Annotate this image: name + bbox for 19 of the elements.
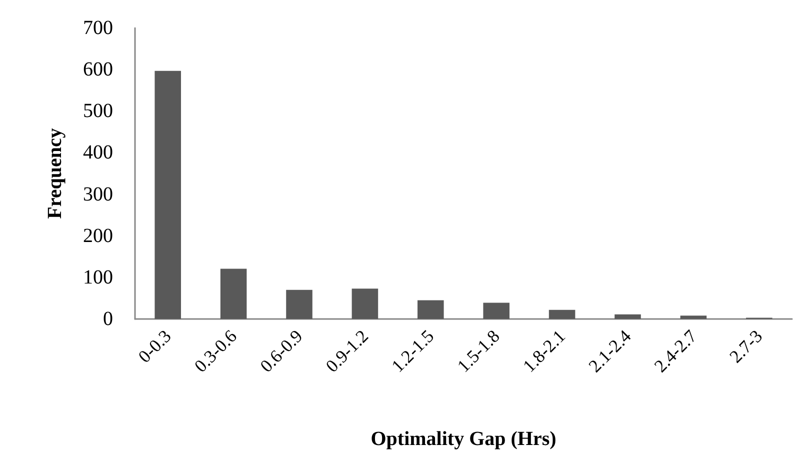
bar (614, 314, 641, 319)
bar (286, 290, 312, 319)
bar (548, 310, 576, 319)
x-axis-title: Optimality Gap (Hrs) (370, 428, 556, 450)
bar (483, 302, 510, 319)
bar (352, 288, 378, 319)
y-tick-label: 700 (83, 17, 113, 39)
bar (418, 300, 444, 319)
y-tick-label: 300 (83, 183, 113, 206)
y-tick-label: 200 (83, 224, 113, 247)
y-axis-title: Frequency (44, 128, 66, 219)
y-tick-label: 0 (103, 308, 113, 330)
y-tick-label: 600 (83, 58, 113, 81)
y-tick-label: 400 (83, 142, 113, 164)
bar (220, 268, 247, 319)
y-tick-label: 100 (83, 266, 113, 288)
y-tick-label: 500 (83, 100, 113, 122)
bar (680, 316, 707, 319)
bar (154, 70, 181, 319)
